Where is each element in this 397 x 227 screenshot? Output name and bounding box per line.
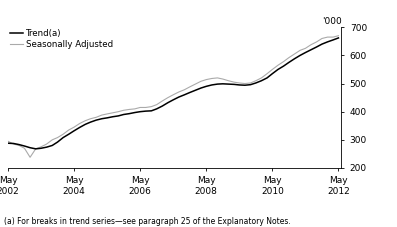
- Seasonally Adjusted: [336, 34, 341, 37]
- Seasonally Adjusted: [88, 117, 93, 120]
- Seasonally Adjusted: [6, 140, 10, 143]
- Seasonally Adjusted: [298, 49, 303, 52]
- Text: (a) For breaks in trend series—see paragraph 25 of the Explanatory Notes.: (a) For breaks in trend series—see parag…: [4, 217, 291, 226]
- Trend(a): [6, 142, 10, 145]
- Seasonally Adjusted: [28, 156, 33, 159]
- Seasonally Adjusted: [77, 122, 82, 125]
- Trend(a): [336, 37, 341, 39]
- Legend: Trend(a), Seasonally Adjusted: Trend(a), Seasonally Adjusted: [9, 28, 114, 49]
- Trend(a): [77, 126, 82, 129]
- Seasonally Adjusted: [127, 108, 132, 111]
- Seasonally Adjusted: [210, 77, 214, 80]
- Text: '000: '000: [322, 17, 341, 26]
- Line: Trend(a): Trend(a): [8, 38, 339, 149]
- Line: Seasonally Adjusted: Seasonally Adjusted: [8, 36, 339, 157]
- Trend(a): [127, 112, 132, 115]
- Trend(a): [88, 121, 93, 123]
- Trend(a): [33, 148, 38, 150]
- Trend(a): [298, 54, 303, 57]
- Seasonally Adjusted: [187, 86, 192, 88]
- Trend(a): [187, 91, 192, 94]
- Trend(a): [210, 84, 214, 86]
